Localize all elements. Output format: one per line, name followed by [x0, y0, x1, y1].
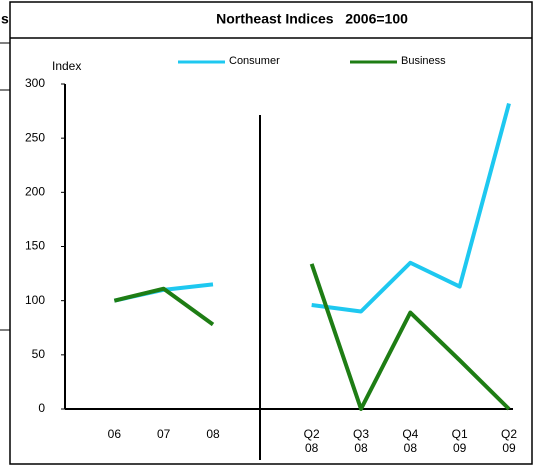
- legend-label: Business: [401, 55, 446, 67]
- x-tick-label: Q3 08: [352, 427, 369, 455]
- y-tick-label: 100: [25, 293, 45, 307]
- x-tick-label: Q1 09: [451, 427, 468, 455]
- fragment-text: s: [1, 11, 9, 27]
- chart-title: Northeast Indices 2006=100: [216, 11, 408, 27]
- x-tick-label: 07: [156, 427, 171, 441]
- x-tick-label: 06: [107, 427, 121, 441]
- y-tick-label: 150: [25, 239, 45, 253]
- x-tick-label: Q2 08: [303, 427, 320, 455]
- y-tick-label: 0: [38, 401, 45, 415]
- legend-label: Consumer: [229, 55, 280, 67]
- y-axis-label: Index: [52, 59, 81, 73]
- y-tick-label: 300: [25, 76, 45, 90]
- x-tick-label: 08: [206, 427, 220, 441]
- y-tick-label: 50: [32, 347, 46, 361]
- x-tick-label: Q2 09: [500, 427, 517, 455]
- line-series: [113, 286, 215, 327]
- line-series: [309, 263, 511, 411]
- x-tick-label: Q4 08: [402, 427, 419, 455]
- frame: [9, 1, 533, 465]
- y-tick-label: 250: [25, 130, 45, 144]
- line-series: [311, 102, 511, 314]
- y-tick-label: 200: [25, 185, 45, 199]
